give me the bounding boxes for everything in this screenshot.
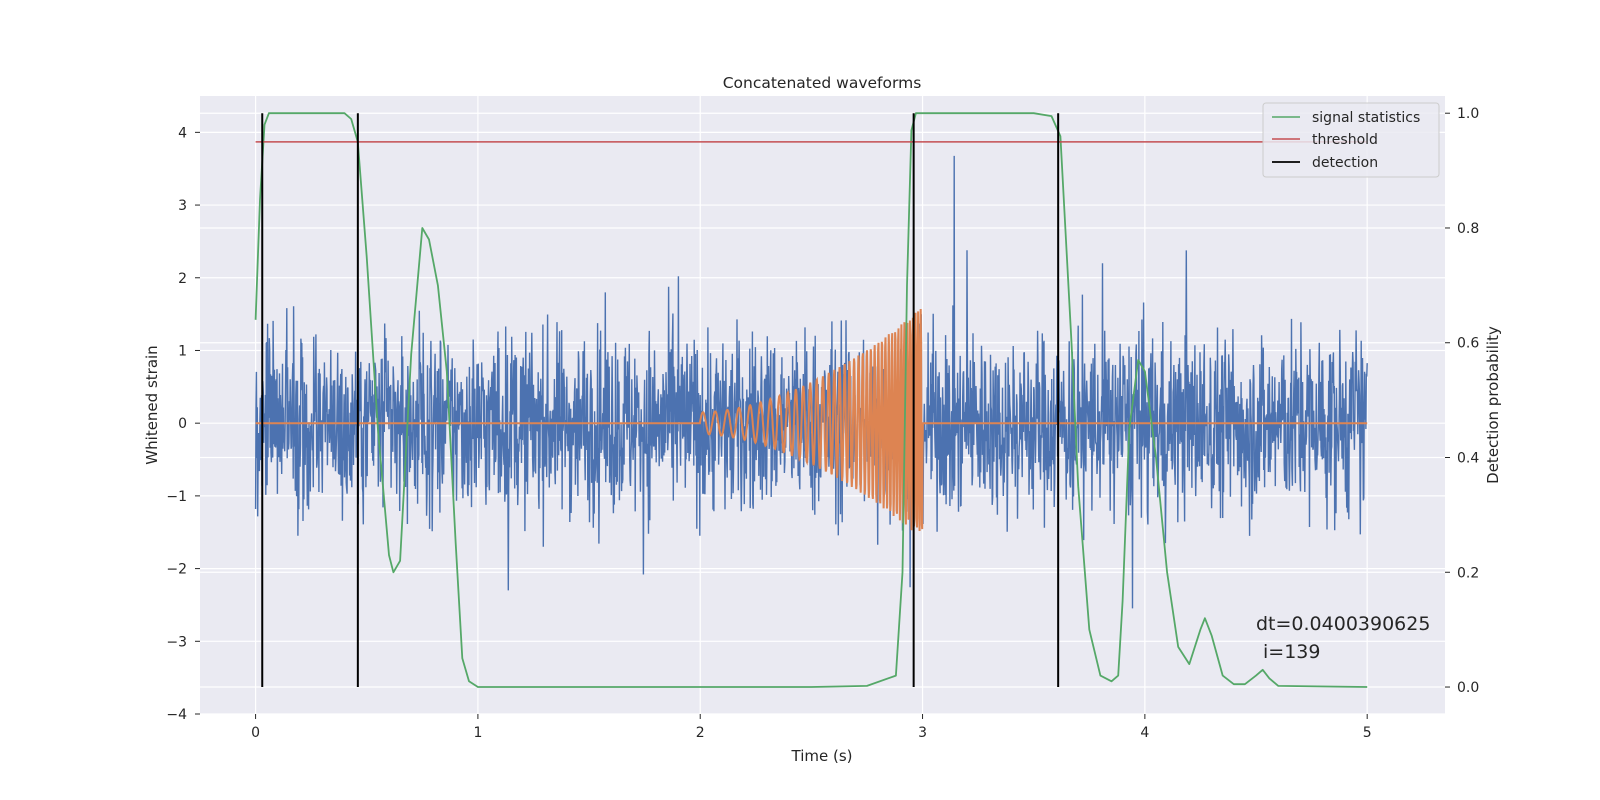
legend-label-detection: detection [1312,155,1378,171]
x-tick-label: 1 [473,725,482,741]
y-tick-label: −2 [166,562,187,578]
stat-layer [254,112,1368,688]
signal-layer [255,308,1368,532]
x-tick-label: 3 [918,725,927,741]
y2-ticks: 0.0 0.2 0.4 0.6 0.8 1.0 [1445,106,1479,696]
y-tick-label: −1 [166,489,187,505]
injected-signal-line [255,308,1368,532]
x-ticks: 0 1 2 3 4 5 [251,714,1372,741]
y-axis-label: Whitened strain [143,345,161,464]
legend-box [1262,102,1440,178]
x-tick-label: 0 [251,725,260,741]
y-tick-label: 4 [178,125,187,141]
legend: signal statistics threshold detection [1262,102,1440,178]
legend-label-threshold: threshold [1312,132,1378,148]
y2-tick-label: 0.6 [1457,336,1479,352]
y-tick-label: 1 [178,343,187,359]
annotation-i: i=139 [1263,641,1320,663]
strain-layer [254,155,1368,609]
y-tick-label: 0 [178,416,187,432]
y-tick-label: 2 [178,271,187,287]
y-tick-label: 3 [178,198,187,214]
x-tick-label: 4 [1140,725,1149,741]
x-axis-label: Time (s) [791,747,853,765]
legend-label-signal-statistics: signal statistics [1312,110,1420,126]
strain-line [254,155,1368,609]
y2-tick-label: 1.0 [1457,106,1479,122]
x-tick-label: 5 [1363,725,1372,741]
y-tick-label: −3 [166,634,187,650]
y2-tick-label: 0.0 [1457,680,1479,696]
y-ticks: −4 −3 −2 −1 0 1 2 3 4 [166,125,200,723]
chart-title: Concatenated waveforms [723,74,922,92]
x-tick-label: 2 [696,725,705,741]
signal-statistics-line [254,112,1368,688]
y-tick-label: −4 [166,707,187,723]
y2-tick-label: 0.4 [1457,451,1479,467]
y2-axis-label: Detection probability [1484,326,1502,484]
y2-tick-label: 0.2 [1457,565,1479,581]
annotation-dt: dt=0.0400390625 [1256,613,1430,635]
y2-tick-label: 0.8 [1457,221,1479,237]
